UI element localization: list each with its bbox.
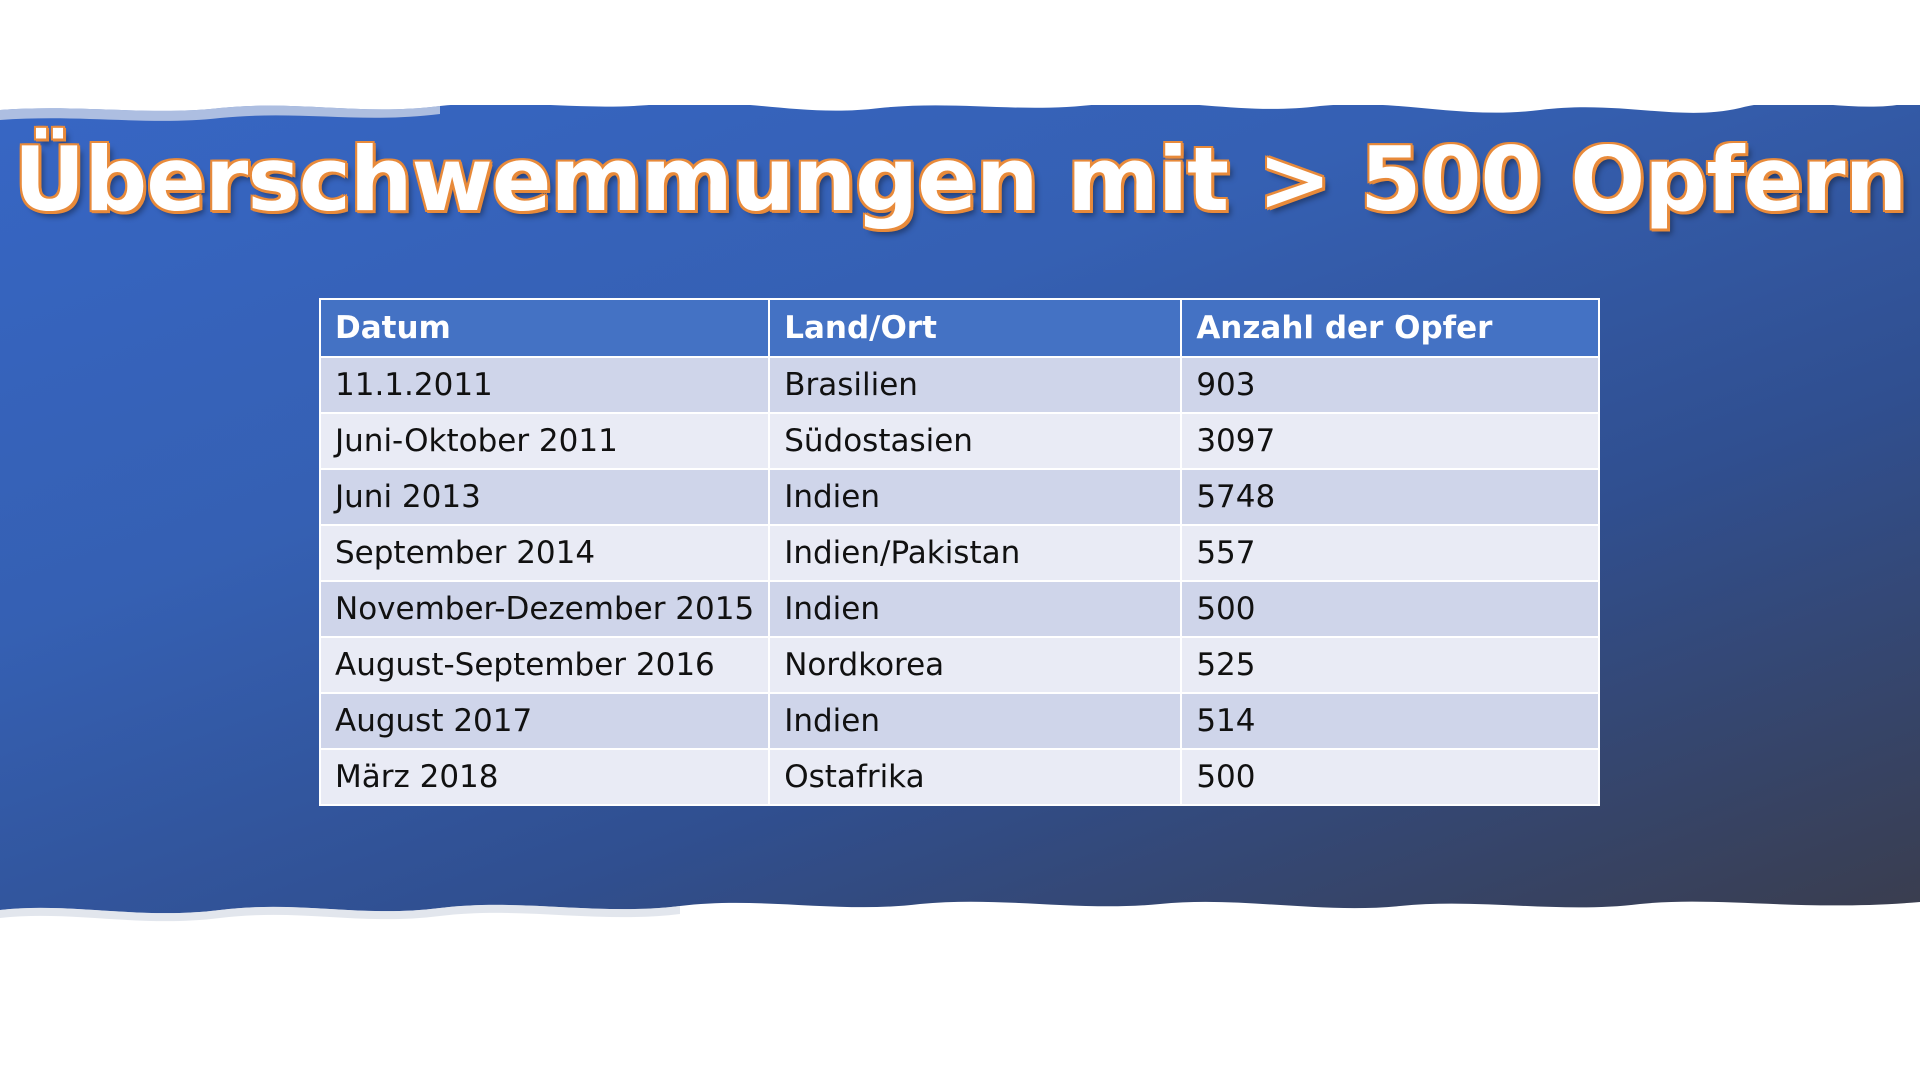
cell-datum: August 2017 bbox=[318, 692, 771, 750]
header-land-ort: Land/Ort bbox=[768, 298, 1183, 358]
table-row: August-September 2016 Nordkorea 525 bbox=[318, 636, 1600, 694]
cell-anzahl-opfer: 5748 bbox=[1180, 468, 1600, 526]
cell-datum: August-September 2016 bbox=[318, 636, 771, 694]
cell-land-ort: Nordkorea bbox=[768, 636, 1183, 694]
cell-anzahl-opfer: 3097 bbox=[1180, 412, 1600, 470]
table-row: 11.1.2011 Brasilien 903 bbox=[318, 356, 1600, 414]
brush-stroke-bottom-edge bbox=[0, 901, 1920, 960]
cell-datum: September 2014 bbox=[318, 524, 771, 582]
cell-anzahl-opfer: 500 bbox=[1180, 748, 1600, 806]
table-row: August 2017 Indien 514 bbox=[318, 692, 1600, 750]
cell-datum: März 2018 bbox=[318, 748, 771, 806]
cell-anzahl-opfer: 525 bbox=[1180, 636, 1600, 694]
brush-stroke-top-edge bbox=[0, 70, 1920, 121]
cell-anzahl-opfer: 500 bbox=[1180, 580, 1600, 638]
cell-datum: Juni 2013 bbox=[318, 468, 771, 526]
cell-land-ort: Indien bbox=[768, 580, 1183, 638]
cell-datum: 11.1.2011 bbox=[318, 356, 771, 414]
cell-land-ort: Indien bbox=[768, 468, 1183, 526]
header-anzahl-opfer: Anzahl der Opfer bbox=[1180, 298, 1600, 358]
flood-table: Datum Land/Ort Anzahl der Opfer 11.1.201… bbox=[318, 298, 1600, 806]
table-row: September 2014 Indien/Pakistan 557 bbox=[318, 524, 1600, 582]
header-datum: Datum bbox=[318, 298, 771, 358]
cell-anzahl-opfer: 903 bbox=[1180, 356, 1600, 414]
cell-land-ort: Brasilien bbox=[768, 356, 1183, 414]
cell-land-ort: Ostafrika bbox=[768, 748, 1183, 806]
cell-datum: November-Dezember 2015 bbox=[318, 580, 771, 638]
table-row: Juni 2013 Indien 5748 bbox=[318, 468, 1600, 526]
table-row: November-Dezember 2015 Indien 500 bbox=[318, 580, 1600, 638]
slide-title: Überschwemmungen mit > 500 Opfern bbox=[13, 128, 1907, 231]
table-header-row: Datum Land/Ort Anzahl der Opfer bbox=[318, 298, 1600, 358]
cell-land-ort: Indien/Pakistan bbox=[768, 524, 1183, 582]
cell-land-ort: Indien bbox=[768, 692, 1183, 750]
cell-datum: Juni-Oktober 2011 bbox=[318, 412, 771, 470]
cell-anzahl-opfer: 557 bbox=[1180, 524, 1600, 582]
table-row: Juni-Oktober 2011 Südostasien 3097 bbox=[318, 412, 1600, 470]
cell-land-ort: Südostasien bbox=[768, 412, 1183, 470]
table-row: März 2018 Ostafrika 500 bbox=[318, 748, 1600, 806]
cell-anzahl-opfer: 514 bbox=[1180, 692, 1600, 750]
